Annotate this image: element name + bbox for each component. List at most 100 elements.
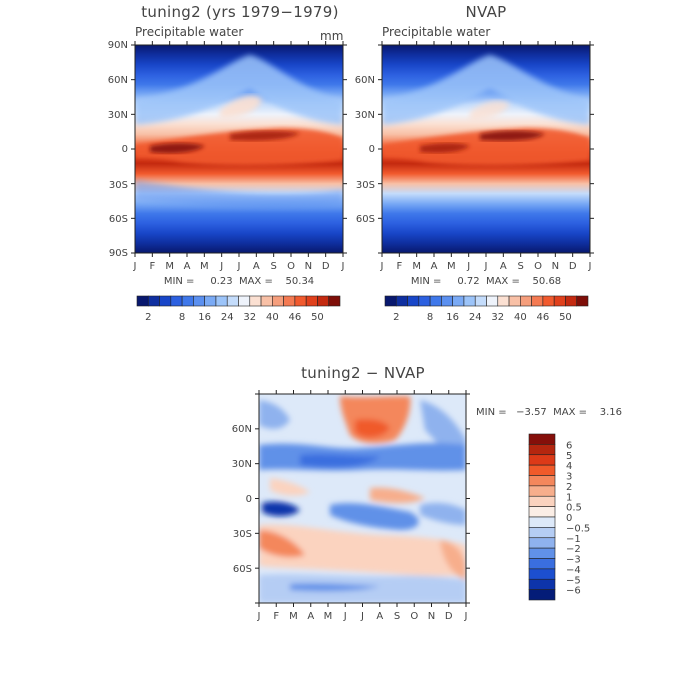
colorbar-label: 8 <box>179 312 185 323</box>
x-tick-label: M <box>200 261 209 272</box>
colorbar-label: 24 <box>221 312 234 323</box>
colorbar-label: 50 <box>311 312 324 323</box>
x-tick-label: A <box>307 611 314 622</box>
colorbar-label: 46 <box>289 312 302 323</box>
x-tick-label: N <box>552 261 559 272</box>
colorbar-cell <box>528 506 556 518</box>
colorbar-cell <box>528 589 556 601</box>
colorbar-cell <box>528 516 556 528</box>
colorbar-cell <box>528 475 556 487</box>
y-tick-label: 30S <box>356 180 375 191</box>
axis-ticks <box>378 41 594 257</box>
colorbar-cell <box>531 295 544 307</box>
colorbar-cell <box>384 295 397 307</box>
x-tick-label: N <box>428 611 435 622</box>
panel-title: tuning2 (yrs 1979−1979) <box>141 3 339 21</box>
colorbar-label: 3 <box>566 472 572 483</box>
x-tick-label: M <box>289 611 298 622</box>
colorbar-cell <box>283 295 296 307</box>
colorbar-cell <box>193 295 205 307</box>
x-tick-label: J <box>464 611 468 622</box>
colorbar-label: −5 <box>566 575 581 586</box>
min-max-label: MIN = 0.72 MAX = 50.68 <box>411 276 561 287</box>
colorbar-label: 32 <box>491 312 504 323</box>
y-tick-label: 30N <box>232 459 252 470</box>
colorbar-label: −2 <box>566 544 581 555</box>
colorbar-cell <box>528 464 556 476</box>
colorbar-cell <box>226 295 239 307</box>
x-tick-label: A <box>500 261 507 272</box>
x-tick-label: F <box>149 261 155 272</box>
field-map <box>259 394 466 603</box>
colorbar-cell <box>294 295 307 307</box>
colorbar-cell <box>418 295 431 307</box>
min-max-label: MIN = 0.23 MAX = 50.34 <box>164 276 314 287</box>
colorbar-cell <box>528 547 556 559</box>
y-tick-label: 90N <box>108 40 128 51</box>
colorbar-cell <box>553 295 566 307</box>
x-tick-label: A <box>184 261 191 272</box>
x-tick-label: A <box>431 261 438 272</box>
x-tick-label: D <box>322 261 330 272</box>
y-tick-label: 60N <box>355 75 375 86</box>
y-tick-label: 60S <box>356 214 375 225</box>
x-tick-label: O <box>410 611 418 622</box>
x-tick-label: A <box>376 611 383 622</box>
colorbar-cell <box>463 295 476 307</box>
colorbar-cell <box>565 295 578 307</box>
colorbar-label: −0.5 <box>566 523 590 534</box>
panel-title: NVAP <box>465 3 506 21</box>
panel-top-left: tuning2 (yrs 1979−1979) Precipitable wat… <box>108 3 347 323</box>
colorbar-cell <box>528 485 556 497</box>
colorbar-label: 0.5 <box>566 503 582 514</box>
colorbar-cell <box>136 295 149 307</box>
y-tick-label: 30S <box>233 529 252 540</box>
x-tick-label: O <box>287 261 295 272</box>
colorbar-cell <box>474 295 487 307</box>
colorbar-label: 40 <box>514 312 527 323</box>
x-tick-label: M <box>324 611 333 622</box>
y-tick-label: 0 <box>122 144 128 155</box>
y-tick-label: 30N <box>355 110 375 121</box>
colorbar-label: 2 <box>566 482 572 493</box>
colorbar-cell <box>272 295 284 307</box>
colorbar-label: 4 <box>566 461 572 472</box>
x-tick-label: M <box>447 261 456 272</box>
x-tick-label: J <box>484 261 488 272</box>
y-tick-label: 90S <box>109 248 128 259</box>
colorbar-label: 2 <box>393 312 399 323</box>
colorbar-cell <box>147 295 160 307</box>
colorbar-cell <box>528 433 556 445</box>
colorbar-label: 2 <box>145 312 151 323</box>
colorbar-label: −4 <box>566 565 581 576</box>
x-tick-label: J <box>133 261 137 272</box>
x-tick-label: J <box>257 611 261 622</box>
colorbar: 2 8 16 24 32 40 46 50 <box>384 295 589 323</box>
y-tick-label: 30S <box>109 180 128 191</box>
colorbar-cell <box>528 558 556 570</box>
x-tick-label: J <box>343 611 347 622</box>
colorbar-label: 6 <box>566 440 572 451</box>
colorbar-cell <box>452 295 465 307</box>
colorbar-cell <box>528 568 556 580</box>
x-tick-label: J <box>341 261 345 272</box>
colorbar-label: 8 <box>427 312 433 323</box>
axis-ticks <box>131 41 347 257</box>
colorbar-cell <box>260 295 273 307</box>
colorbar-label: 16 <box>446 312 459 323</box>
x-tick-label: J <box>360 611 364 622</box>
y-tick-label: 0 <box>246 494 252 505</box>
colorbar-label: 5 <box>566 451 572 462</box>
units-label: mm <box>320 29 343 43</box>
x-tick-label: F <box>396 261 402 272</box>
field-map <box>382 45 590 253</box>
colorbar-cell <box>528 537 556 549</box>
panel-subtitle: Precipitable water <box>135 25 243 39</box>
colorbar-cell <box>528 454 556 466</box>
colorbar-cell <box>528 444 556 456</box>
colorbar-cell <box>159 295 172 307</box>
y-tick-label: 60N <box>232 424 252 435</box>
colorbar-label: 1 <box>566 492 572 503</box>
